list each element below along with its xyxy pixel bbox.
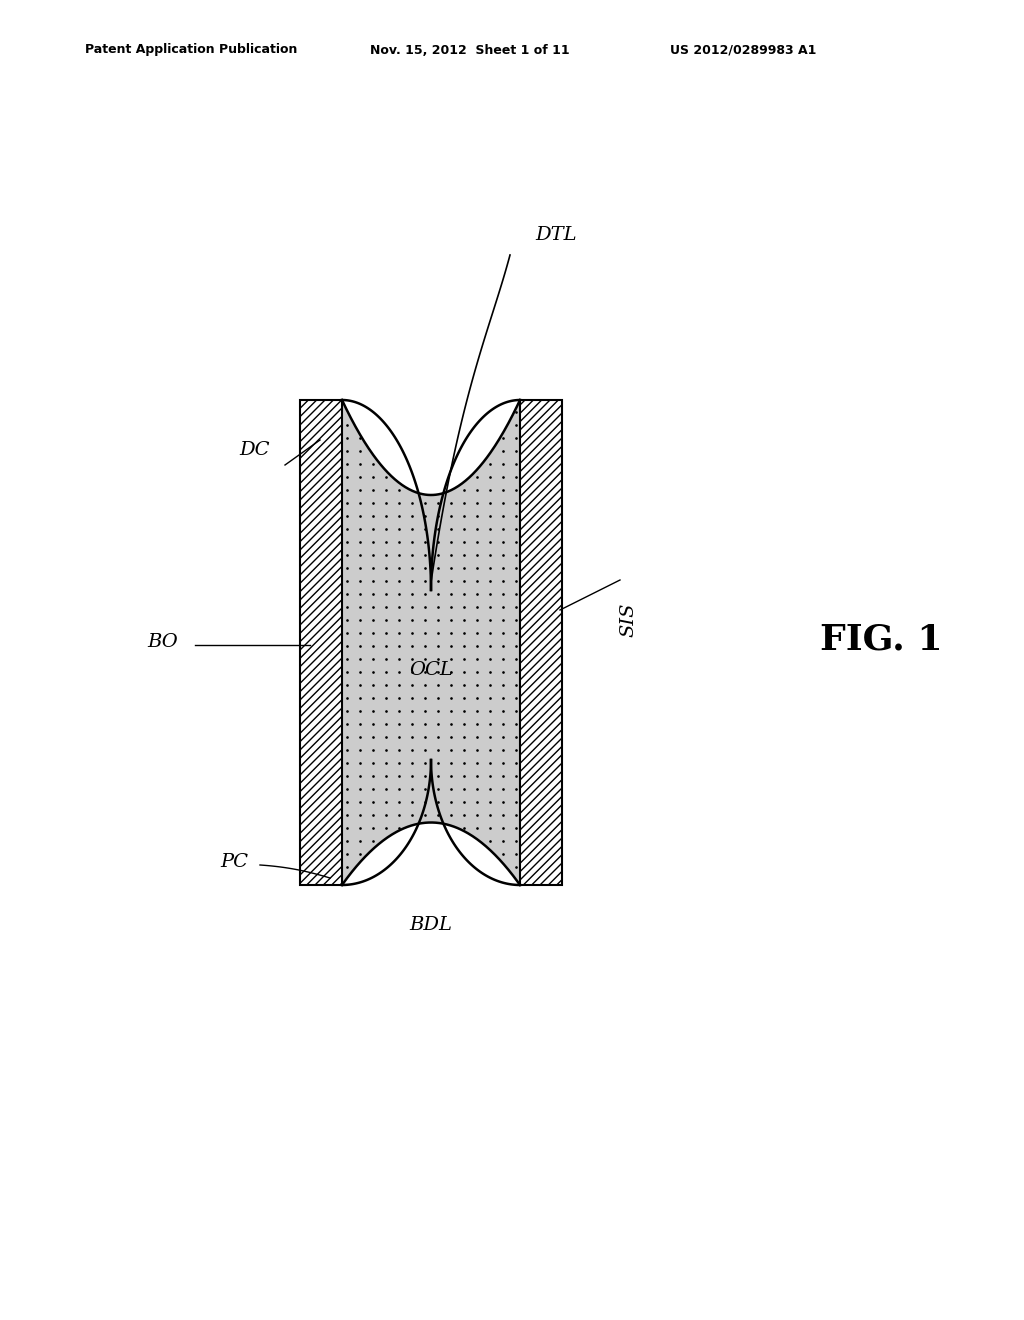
Bar bbox=[520, 400, 562, 884]
Text: SIS: SIS bbox=[618, 603, 637, 638]
Bar bbox=[300, 400, 342, 884]
Text: Patent Application Publication: Patent Application Publication bbox=[85, 44, 297, 57]
Polygon shape bbox=[342, 400, 520, 884]
Text: US 2012/0289983 A1: US 2012/0289983 A1 bbox=[670, 44, 816, 57]
Text: OCL: OCL bbox=[409, 661, 453, 678]
Text: Nov. 15, 2012  Sheet 1 of 11: Nov. 15, 2012 Sheet 1 of 11 bbox=[370, 44, 569, 57]
Text: DC: DC bbox=[240, 441, 270, 459]
Text: FIG. 1: FIG. 1 bbox=[820, 623, 943, 657]
Text: BO: BO bbox=[147, 634, 178, 651]
Text: PC: PC bbox=[220, 853, 248, 871]
Text: DTL: DTL bbox=[535, 226, 577, 244]
Text: BDL: BDL bbox=[410, 916, 453, 935]
